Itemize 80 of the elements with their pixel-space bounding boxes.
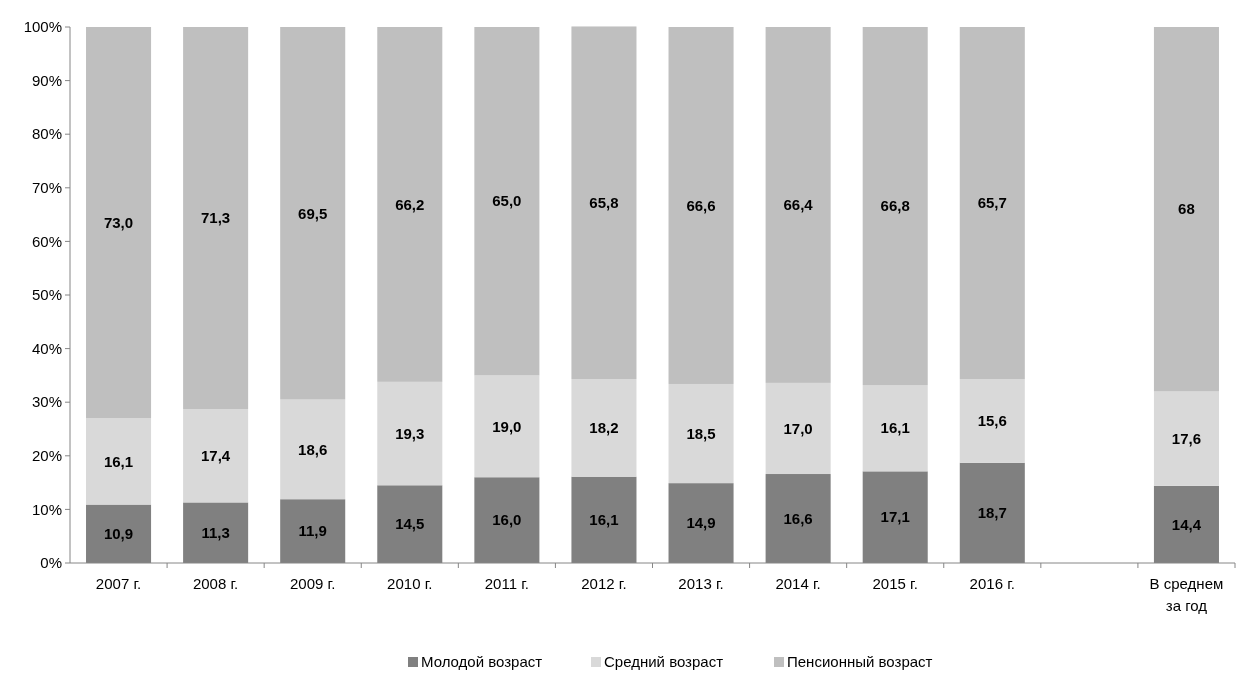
data-label: 14,4 <box>1171 515 1202 533</box>
bar <box>668 383 734 484</box>
bar <box>571 379 637 477</box>
bar <box>959 27 1025 380</box>
data-label: 19,3 <box>395 424 425 442</box>
bar <box>86 418 152 505</box>
x-tick-label: В среднем за год <box>1149 575 1224 614</box>
bar <box>862 385 928 472</box>
y-tick-label: 10% <box>31 500 62 518</box>
x-tick-label: 2015 г. <box>872 575 918 592</box>
bar <box>1153 391 1219 486</box>
x-tick-label: 2011 г. <box>484 575 529 592</box>
data-label: 14,5 <box>395 515 425 533</box>
y-tick-label: 70% <box>31 179 62 197</box>
data-label: 66,8 <box>880 197 910 215</box>
data-label: 69,5 <box>298 204 328 222</box>
bar <box>183 27 249 410</box>
y-tick-label: 50% <box>31 286 62 304</box>
data-label: 18,7 <box>977 504 1007 522</box>
data-label: 18,2 <box>589 419 619 437</box>
data-label: 17,0 <box>783 419 813 437</box>
x-tick-label: 2008 г. <box>192 575 239 592</box>
data-label: 66,2 <box>395 195 425 213</box>
data-label: 16,1 <box>103 452 134 470</box>
data-label: 11,9 <box>298 522 327 540</box>
bar <box>765 27 831 383</box>
legend-label: Средний возраст <box>604 653 724 670</box>
data-label: 16,1 <box>589 511 619 529</box>
bar <box>280 27 346 400</box>
y-tick-label: 60% <box>31 232 62 250</box>
y-tick-label: 20% <box>31 447 62 465</box>
data-label: 17,4 <box>201 447 231 465</box>
bar <box>86 27 152 419</box>
data-label: 11,3 <box>201 523 230 541</box>
x-tick-label: 2013 г. <box>678 575 724 592</box>
data-label: 18,5 <box>686 424 716 442</box>
y-tick-label: 100% <box>23 18 62 36</box>
data-label: 16,0 <box>492 511 522 529</box>
data-label: 14,9 <box>686 514 716 532</box>
x-tick-label: 2014 г. <box>775 575 821 592</box>
bar <box>377 27 443 382</box>
data-label: 66,4 <box>783 196 814 214</box>
y-tick-label: 40% <box>31 339 62 357</box>
data-label: 17,1 <box>880 508 910 526</box>
bar <box>183 409 249 503</box>
data-label: 68 <box>1178 200 1195 218</box>
bar <box>668 27 734 384</box>
data-label: 71,3 <box>201 209 231 227</box>
data-label: 65,7 <box>977 194 1007 212</box>
data-label: 66,6 <box>686 196 716 214</box>
bar <box>280 399 346 500</box>
bar <box>862 27 928 386</box>
y-tick-label: 80% <box>31 125 62 143</box>
data-label: 10,9 <box>103 525 134 543</box>
bar <box>474 27 540 376</box>
bar <box>474 375 540 478</box>
bar <box>377 381 443 486</box>
x-tick-label: 2016 г. <box>969 575 1015 592</box>
data-label: 17,6 <box>1171 429 1202 447</box>
data-label: 73,0 <box>103 213 134 231</box>
data-label: 18,6 <box>298 440 328 458</box>
data-label: 15,6 <box>977 412 1007 430</box>
x-tick-label: 2010 г. <box>387 575 433 592</box>
bar <box>571 26 637 380</box>
bar <box>765 382 831 475</box>
data-label: 65,0 <box>492 192 522 210</box>
x-tick-label: 2007 г. <box>95 575 142 592</box>
data-label: 16,1 <box>880 419 910 437</box>
y-tick-label: 0% <box>40 554 62 572</box>
legend-label: Пенсионный возраст <box>787 653 933 670</box>
x-tick-label: 2012 г. <box>581 575 627 592</box>
data-label: 16,6 <box>783 509 813 527</box>
bar <box>959 379 1025 463</box>
data-label: 65,8 <box>589 194 619 212</box>
data-label: 19,0 <box>492 417 522 435</box>
x-tick-label: 2009 г. <box>290 575 336 592</box>
legend-label: Молодой возраст <box>421 653 543 670</box>
y-tick-label: 90% <box>31 71 62 89</box>
y-tick-label: 30% <box>31 393 62 411</box>
bar <box>1153 27 1219 392</box>
